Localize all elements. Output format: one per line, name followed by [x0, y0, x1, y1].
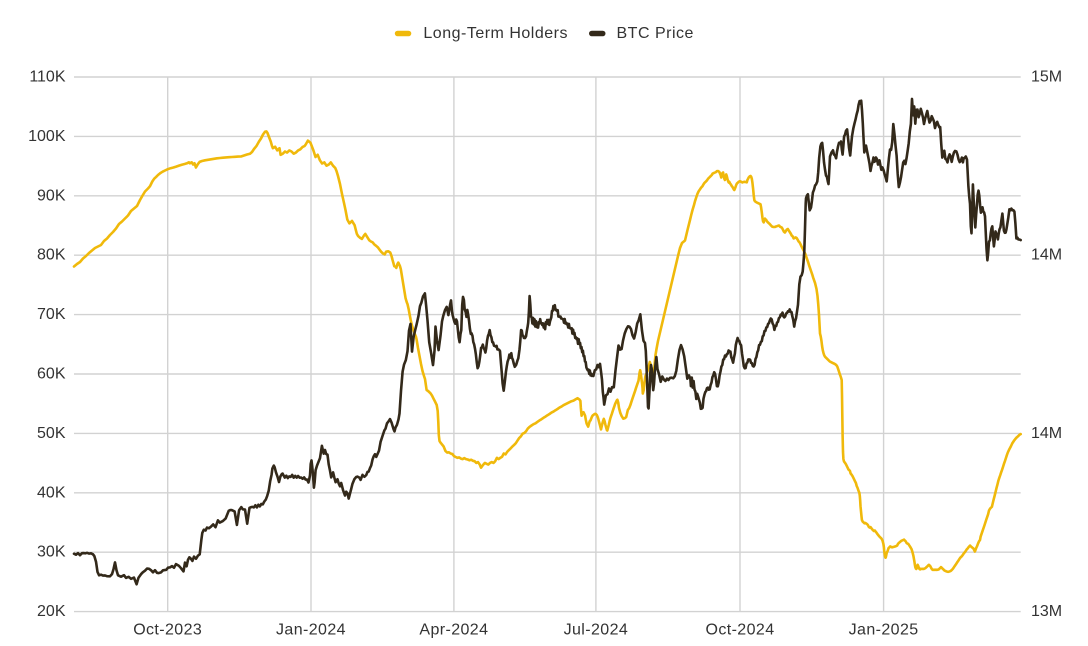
svg-text:90K: 90K: [37, 187, 66, 204]
svg-text:14M: 14M: [1031, 247, 1062, 264]
svg-text:70K: 70K: [37, 306, 66, 323]
svg-text:14M: 14M: [1031, 425, 1062, 442]
svg-text:Jan-2024: Jan-2024: [276, 622, 346, 639]
svg-text:Jan-2025: Jan-2025: [849, 622, 919, 639]
svg-text:Oct-2023: Oct-2023: [133, 622, 202, 639]
svg-text:Oct-2024: Oct-2024: [705, 622, 774, 639]
svg-text:50K: 50K: [37, 425, 66, 442]
svg-text:13M: 13M: [1031, 603, 1062, 620]
svg-text:Long-Term Holders: Long-Term Holders: [423, 25, 568, 42]
svg-text:60K: 60K: [37, 366, 66, 383]
svg-text:Jul-2024: Jul-2024: [564, 622, 629, 639]
svg-text:110K: 110K: [29, 69, 66, 86]
svg-text:15M: 15M: [1031, 69, 1062, 86]
svg-text:40K: 40K: [37, 484, 66, 501]
svg-text:80K: 80K: [37, 247, 66, 264]
svg-text:100K: 100K: [28, 128, 66, 145]
svg-text:20K: 20K: [37, 603, 66, 620]
svg-text:30K: 30K: [37, 544, 66, 561]
svg-text:Apr-2024: Apr-2024: [419, 622, 488, 639]
svg-text:BTC Price: BTC Price: [617, 25, 694, 42]
